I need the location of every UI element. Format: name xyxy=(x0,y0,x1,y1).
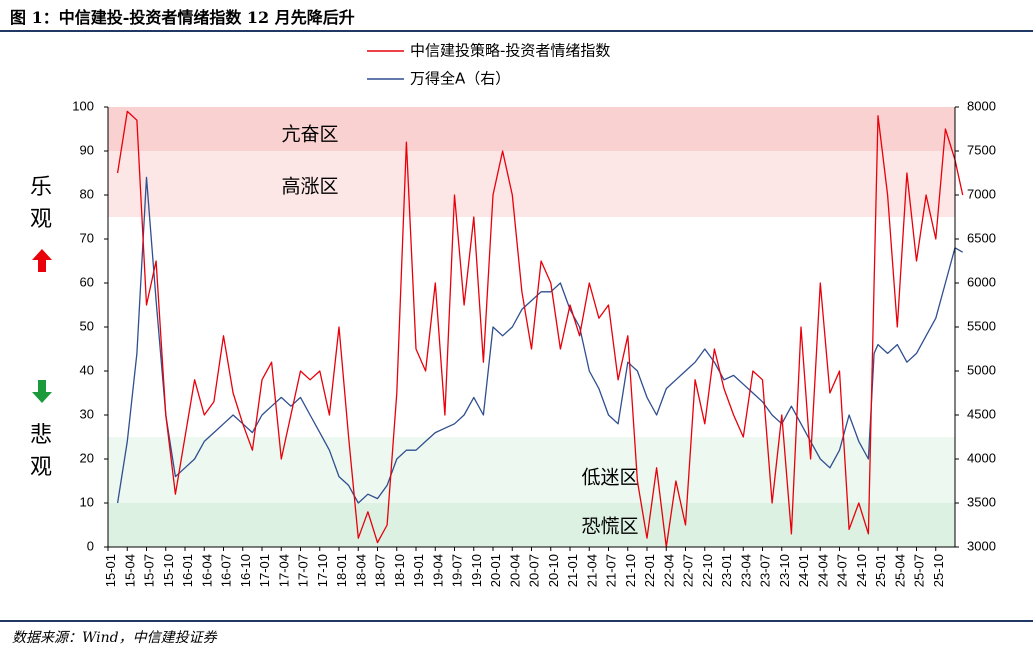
x-tick-label: 24-04 xyxy=(815,554,830,587)
x-tick-label: 15-01 xyxy=(103,554,118,587)
x-tick-label: 23-07 xyxy=(758,554,773,587)
optimism-label: 乐 观 xyxy=(30,172,52,236)
zone-band xyxy=(108,503,955,547)
up-arrow-icon xyxy=(32,249,52,272)
right-tick-label: 6500 xyxy=(967,230,996,245)
zone-band xyxy=(108,437,955,503)
left-tick-label: 100 xyxy=(72,98,94,113)
x-tick-label: 18-04 xyxy=(353,554,368,587)
right-tick-label: 7000 xyxy=(967,186,996,201)
left-tick-label: 50 xyxy=(80,318,94,333)
x-tick-label: 23-10 xyxy=(777,554,792,587)
left-tick-label: 40 xyxy=(80,362,94,377)
left-tick-label: 60 xyxy=(80,274,94,289)
zone-label: 高涨区 xyxy=(281,176,338,198)
zone-label: 低迷区 xyxy=(581,467,638,489)
left-tick-label: 0 xyxy=(87,538,94,553)
pessimism-char-2: 观 xyxy=(30,455,53,480)
zone-label: 亢奋区 xyxy=(281,124,338,146)
series-line xyxy=(116,110,964,548)
x-tick-label: 21-04 xyxy=(584,554,599,587)
x-tick-label: 17-10 xyxy=(315,554,330,587)
x-tick-label: 25-10 xyxy=(931,554,946,587)
x-tick-label: 15-07 xyxy=(142,554,157,587)
left-tick-label: 70 xyxy=(80,230,94,245)
top-rule xyxy=(0,30,1033,32)
x-tick-label: 17-01 xyxy=(257,554,272,587)
x-tick-label: 24-01 xyxy=(796,554,811,587)
left-tick-label: 30 xyxy=(80,406,94,421)
x-tick-label: 15-04 xyxy=(122,554,137,587)
x-tick-label: 19-10 xyxy=(469,554,484,587)
x-tick-label: 23-04 xyxy=(738,554,753,587)
x-tick-label: 21-07 xyxy=(604,554,619,587)
figure-title: 图 1：中信建投-投资者情绪指数 12 月先降后升 xyxy=(10,8,355,27)
x-tick-label: 18-10 xyxy=(392,554,407,587)
right-tick-label: 3500 xyxy=(967,494,996,509)
right-tick-label: 4000 xyxy=(967,450,996,465)
x-tick-label: 18-07 xyxy=(373,554,388,587)
legend-label: 万得全A（右） xyxy=(410,70,510,88)
right-tick-label: 8000 xyxy=(967,98,996,113)
source-note: 数据来源：Wind，中信建投证券 xyxy=(12,630,217,646)
x-tick-label: 17-07 xyxy=(296,554,311,587)
x-tick-label: 22-01 xyxy=(642,554,657,587)
lines-layer xyxy=(116,110,964,548)
zone-band xyxy=(108,151,955,217)
x-tick-label: 20-07 xyxy=(527,554,542,587)
x-tick-label: 25-07 xyxy=(912,554,927,587)
x-tick-label: 19-01 xyxy=(411,554,426,587)
left-tick-label: 80 xyxy=(80,186,94,201)
x-tick-label: 20-01 xyxy=(488,554,503,587)
x-tick-label: 21-01 xyxy=(565,554,580,587)
x-tick-label: 24-10 xyxy=(854,554,869,587)
right-tick-label: 5000 xyxy=(967,362,996,377)
x-tick-label: 19-04 xyxy=(430,554,445,587)
x-tick-label: 16-01 xyxy=(180,554,195,587)
x-tick-label: 16-04 xyxy=(199,554,214,587)
x-tick-label: 15-10 xyxy=(161,554,176,587)
x-tick-label: 24-07 xyxy=(835,554,850,587)
right-tick-label: 4500 xyxy=(967,406,996,421)
zone-label: 恐慌区 xyxy=(581,516,638,538)
arrow-layer xyxy=(32,249,52,403)
zone-band xyxy=(108,107,955,151)
left-tick-label: 20 xyxy=(80,450,94,465)
right-tick-label: 5500 xyxy=(967,318,996,333)
bottom-rule xyxy=(0,620,1033,622)
optimism-char-1: 乐 xyxy=(30,175,53,200)
x-tick-label: 25-01 xyxy=(873,554,888,587)
legend-label: 中信建投策略-投资者情绪指数 xyxy=(410,42,610,60)
left-tick-label: 10 xyxy=(80,494,94,509)
down-arrow-icon xyxy=(32,380,52,403)
x-tick-label: 16-07 xyxy=(219,554,234,587)
x-tick-label: 22-07 xyxy=(681,554,696,587)
axes-layer: 0 10 20 30 40 50 60 70 80 90 100 3000 3500 4000 4500 50… xyxy=(72,98,996,587)
series-line xyxy=(116,176,964,504)
optimism-char-2: 观 xyxy=(30,207,53,232)
left-tick-label: 90 xyxy=(80,142,94,157)
x-tick-label: 16-10 xyxy=(238,554,253,587)
x-tick-label: 17-04 xyxy=(276,554,291,587)
pessimism-label: 悲 观 xyxy=(30,420,52,484)
x-tick-label: 25-04 xyxy=(892,554,907,587)
x-tick-label: 21-10 xyxy=(623,554,638,587)
x-tick-label: 18-01 xyxy=(334,554,349,587)
x-tick-label: 19-07 xyxy=(450,554,465,587)
x-tick-label: 20-10 xyxy=(546,554,561,587)
x-tick-label: 22-10 xyxy=(700,554,715,587)
x-tick-label: 22-04 xyxy=(661,554,676,587)
pessimism-char-1: 悲 xyxy=(30,423,53,448)
x-tick-label: 23-01 xyxy=(719,554,734,587)
right-tick-label: 7500 xyxy=(967,142,996,157)
right-tick-label: 3000 xyxy=(967,538,996,553)
right-tick-label: 6000 xyxy=(967,274,996,289)
x-tick-label: 20-04 xyxy=(507,554,522,587)
